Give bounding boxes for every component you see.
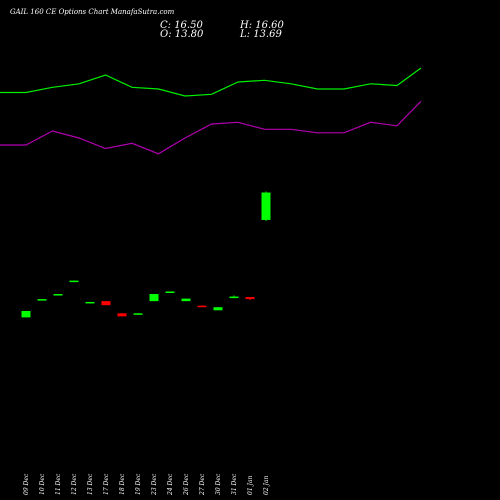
x-tick-label: 11 Dec (55, 473, 62, 495)
open-value: O: 13.80 (160, 29, 204, 40)
x-tick-label: 01 Jan (247, 475, 254, 495)
candle-body (229, 296, 239, 299)
candle-body (85, 301, 95, 304)
x-tick-label: 10 Dec (39, 473, 46, 495)
x-tick-label: 24 Dec (167, 473, 174, 496)
x-tick-label: 18 Dec (119, 473, 126, 495)
candle-body (69, 280, 79, 283)
candle-body (245, 297, 255, 300)
x-tick-label: 23 Dec (151, 473, 158, 496)
candle-body (53, 294, 63, 296)
x-tick-label: 31 Dec (231, 473, 238, 495)
lower-indicator-line (0, 100, 422, 155)
x-tick-label: 02 Jan (263, 475, 270, 495)
x-tick-label: 12 Dec (71, 473, 78, 495)
candle-body (21, 310, 31, 318)
candle-body (133, 313, 143, 315)
x-tick-label: 17 Dec (103, 473, 110, 495)
x-tick-label: 13 Dec (87, 473, 94, 495)
x-tick-label: 09 Dec (23, 473, 30, 495)
close-value: C: 16.50 (160, 20, 203, 31)
candle-body (181, 298, 191, 302)
candle-body (197, 305, 207, 308)
x-tick-label: 26 Dec (183, 473, 190, 496)
candle-body (101, 301, 111, 306)
low-value: L: 13.69 (240, 29, 282, 40)
x-tick-label: 27 Dec (199, 473, 206, 496)
x-tick-label: 30 Dec (215, 473, 222, 495)
candle-body (165, 291, 175, 294)
chart-title: GAIL 160 CE Options Chart ManafaSutra.co… (10, 8, 175, 16)
high-value: H: 16.60 (240, 20, 284, 31)
candle-body (37, 299, 47, 301)
candle-body (117, 313, 127, 317)
candle-body (261, 192, 271, 220)
candle-body (213, 307, 223, 311)
upper-indicator-line (0, 67, 422, 97)
candle-body (149, 294, 159, 302)
x-tick-label: 19 Dec (135, 473, 142, 495)
